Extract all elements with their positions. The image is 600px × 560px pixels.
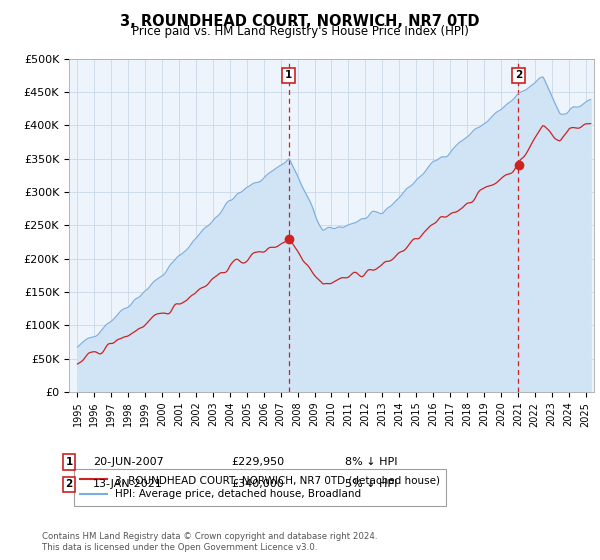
- Text: £229,950: £229,950: [231, 457, 284, 467]
- Text: 20-JUN-2007: 20-JUN-2007: [93, 457, 164, 467]
- Text: 2: 2: [65, 479, 73, 489]
- Text: 1: 1: [285, 71, 292, 81]
- Text: 13-JAN-2021: 13-JAN-2021: [93, 479, 163, 489]
- Text: £340,000: £340,000: [231, 479, 284, 489]
- Text: 2: 2: [515, 71, 522, 81]
- Text: 1: 1: [65, 457, 73, 467]
- Text: 8% ↓ HPI: 8% ↓ HPI: [345, 457, 398, 467]
- Text: 5% ↓ HPI: 5% ↓ HPI: [345, 479, 397, 489]
- Text: Price paid vs. HM Land Registry's House Price Index (HPI): Price paid vs. HM Land Registry's House …: [131, 25, 469, 38]
- Text: 3, ROUNDHEAD COURT, NORWICH, NR7 0TD: 3, ROUNDHEAD COURT, NORWICH, NR7 0TD: [120, 14, 480, 29]
- Text: Contains HM Land Registry data © Crown copyright and database right 2024.
This d: Contains HM Land Registry data © Crown c…: [42, 532, 377, 552]
- Legend: 3, ROUNDHEAD COURT, NORWICH, NR7 0TD (detached house), HPI: Average price, detac: 3, ROUNDHEAD COURT, NORWICH, NR7 0TD (de…: [74, 469, 446, 506]
